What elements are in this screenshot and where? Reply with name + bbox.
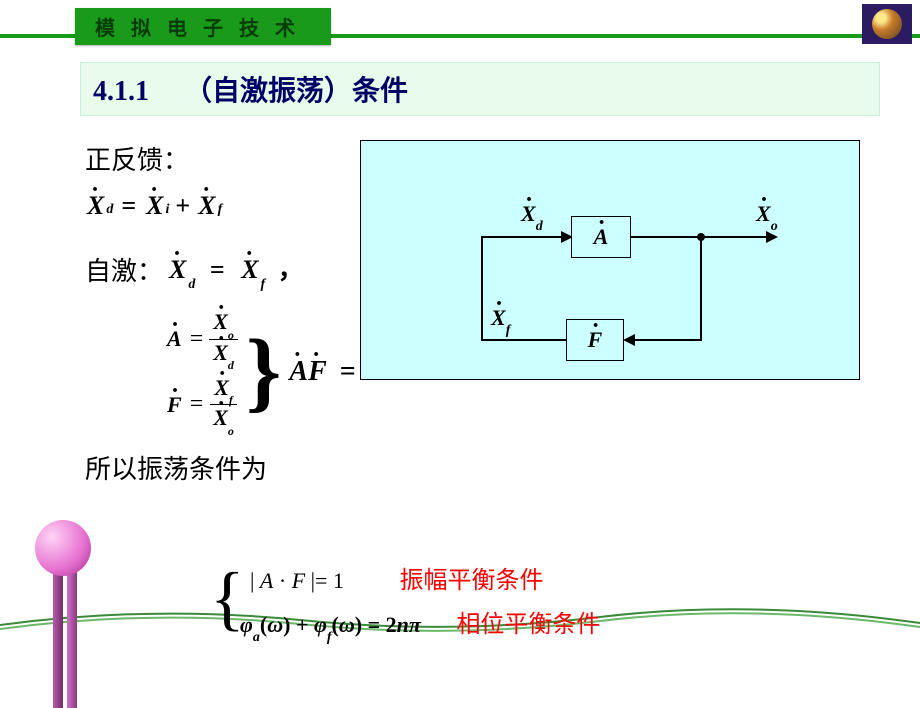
self-excitation-row: 自激： Xd = Xf ， bbox=[85, 249, 383, 289]
brace-icon: } bbox=[246, 336, 281, 408]
section-text: （自激振荡）条件 bbox=[184, 76, 408, 107]
sphere-icon bbox=[35, 520, 91, 576]
label-xo: Xo bbox=[756, 201, 778, 231]
feedback-down bbox=[700, 236, 702, 341]
feedback-up bbox=[481, 236, 483, 341]
therefore-row: 所以振荡条件为 bbox=[85, 449, 383, 486]
section-number: 4.1.1 bbox=[93, 76, 149, 107]
a-definition: A = Xo Xd bbox=[165, 309, 238, 369]
content-area: 正反馈： Xd = Xi + Xf 自激： Xd = Xf ， A = Xo X… bbox=[85, 140, 383, 500]
af-definitions: A = Xo Xd F = Xf Xo } AF = 1 bbox=[165, 309, 383, 435]
feedback-equation: Xd = Xi + Xf bbox=[85, 191, 383, 221]
block-diagram: A F Xd Xo Xf bbox=[360, 140, 860, 380]
phase-label: 相位平衡条件 bbox=[456, 612, 600, 638]
section-title: 4.1.1 （自激振荡）条件 bbox=[80, 62, 880, 116]
stick-2 bbox=[67, 568, 77, 708]
label-xd: Xd bbox=[521, 201, 543, 231]
header-bar: 模拟电子技术 bbox=[0, 8, 920, 44]
decoration-sphere bbox=[35, 520, 91, 576]
feedback-out bbox=[481, 339, 566, 341]
arrow-xd bbox=[481, 236, 566, 238]
globe-icon bbox=[862, 4, 912, 44]
block-f: F bbox=[566, 319, 624, 361]
stick-1 bbox=[53, 568, 63, 708]
feedback-to-f-head bbox=[623, 334, 635, 346]
label-xf: Xf bbox=[491, 305, 510, 335]
therefore-label: 所以振荡条件为 bbox=[85, 449, 267, 486]
feedback-to-f bbox=[633, 339, 702, 341]
course-title: 模拟电子技术 bbox=[75, 8, 331, 45]
globe-inner bbox=[872, 9, 902, 39]
self-excitation-label: 自激： bbox=[85, 251, 163, 288]
feedback-label: 正反馈： bbox=[85, 140, 189, 177]
block-a: A bbox=[571, 216, 631, 258]
phase-condition: φa(ω) + φf(ω) = 2nπ 相位平衡条件 bbox=[240, 604, 600, 642]
amplitude-label: 振幅平衡条件 bbox=[399, 568, 543, 594]
feedback-label-row: 正反馈： bbox=[85, 140, 383, 177]
amplitude-condition: | A · F |= 1 振幅平衡条件 bbox=[250, 560, 543, 595]
f-definition: F = Xf Xo bbox=[165, 375, 238, 435]
